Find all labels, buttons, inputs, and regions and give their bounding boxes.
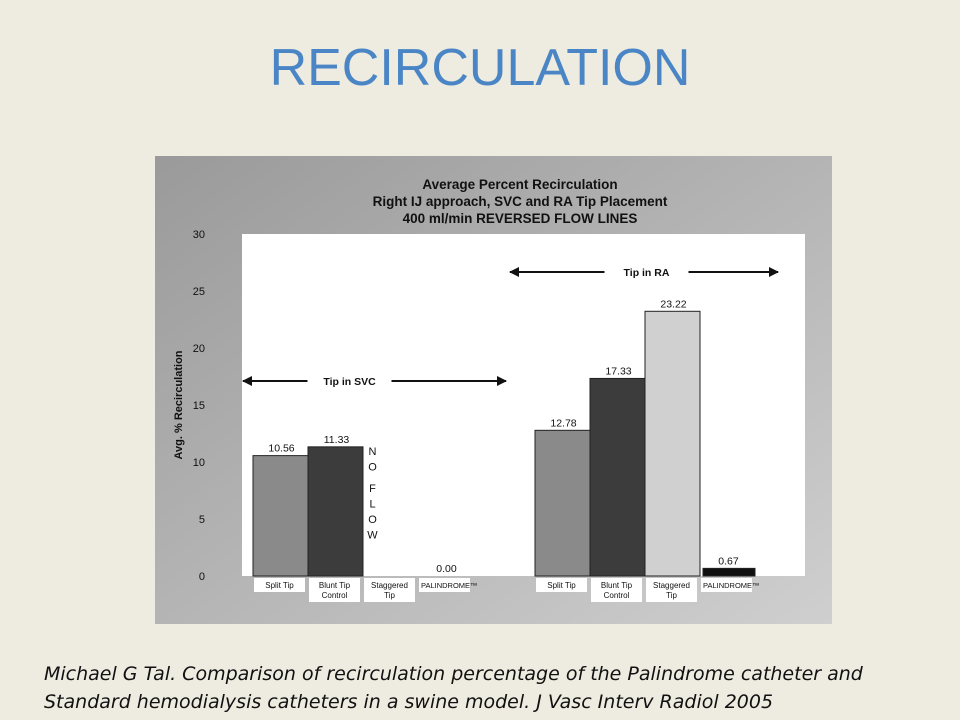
value-label-ra-staggered-tip: 23.22 bbox=[660, 298, 686, 310]
category-box-svc-palindrome bbox=[419, 578, 470, 592]
category-label-svc-blunt-tip-control-line-2: Control bbox=[322, 591, 348, 600]
category-box-svc-staggered-tip bbox=[364, 578, 415, 602]
category-box-ra-split-tip bbox=[536, 578, 587, 592]
bar-ra-staggered-tip bbox=[644, 310, 701, 577]
category-label-ra-blunt-tip-control-line-1: Blunt Tip bbox=[601, 581, 633, 590]
group-label-svc: Tip in SVC bbox=[323, 376, 376, 388]
value-label-svc-split-tip: 10.56 bbox=[268, 443, 294, 455]
recirculation-bar-chart: Average Percent Recirculation Right IJ ap… bbox=[155, 156, 832, 624]
y-tick-label-30: 30 bbox=[193, 229, 205, 241]
value-label-svc-blunt-tip-control: 11.33 bbox=[324, 434, 350, 446]
category-box-ra-blunt-tip-control bbox=[591, 578, 642, 602]
category-label-ra-blunt-tip-control-line-2: Control bbox=[604, 591, 630, 600]
category-label-svc-split-tip: Split Tip bbox=[265, 581, 294, 590]
category-label-ra-staggered-tip-line-2: Tip bbox=[666, 591, 677, 600]
y-tick-label-5: 5 bbox=[199, 514, 205, 526]
category-label-svc-staggered-tip-line-1: Staggered bbox=[371, 581, 408, 590]
y-tick-label-10: 10 bbox=[193, 457, 205, 469]
bar-svc-split-tip bbox=[252, 455, 309, 577]
citation-line-2: Standard hemodialysis catheters in a swi… bbox=[44, 691, 774, 713]
chart-title-line-2: Right IJ approach, SVC and RA Tip Placem… bbox=[373, 194, 668, 209]
slide-title: RECIRCULATION bbox=[269, 39, 691, 97]
bar-ra-split-tip bbox=[534, 429, 591, 577]
bar-ra-blunt-tip-control bbox=[589, 377, 646, 577]
bar-ra-palindrome bbox=[702, 567, 756, 577]
category-label-ra-staggered-tip-line-1: Staggered bbox=[653, 581, 690, 590]
category-label-svc-staggered-tip-line-2: Tip bbox=[384, 591, 395, 600]
chart-title-line-1: Average Percent Recirculation bbox=[422, 177, 617, 192]
category-box-ra-palindrome bbox=[701, 578, 752, 592]
chart-figure: Average Percent Recirculation Right IJ ap… bbox=[155, 156, 832, 624]
y-tick-label-15: 15 bbox=[193, 400, 205, 412]
value-label-svc-palindrome: 0.00 bbox=[436, 563, 457, 575]
category-box-ra-staggered-tip bbox=[646, 578, 697, 602]
category-label-svc-blunt-tip-control-line-1: Blunt Tip bbox=[319, 581, 351, 590]
value-label-ra-split-tip: 12.78 bbox=[550, 417, 576, 429]
category-box-svc-blunt-tip-control bbox=[309, 578, 360, 602]
value-label-ra-blunt-tip-control: 17.33 bbox=[605, 365, 631, 377]
y-axis-label: Avg. % Recirculation bbox=[173, 350, 185, 459]
y-tick-label-0: 0 bbox=[199, 571, 205, 583]
chart-title-line-3: 400 ml/min REVERSED FLOW LINES bbox=[403, 211, 638, 226]
category-label-ra-split-tip: Split Tip bbox=[547, 581, 576, 590]
category-box-svc-split-tip bbox=[254, 578, 305, 592]
citation: Michael G Tal. Comparison of recirculati… bbox=[44, 660, 944, 716]
bar-svc-blunt-tip-control bbox=[307, 446, 364, 577]
category-label-ra-palindrome: PALINDROME™ bbox=[703, 581, 760, 590]
citation-line-1: Michael G Tal. Comparison of recirculati… bbox=[44, 663, 863, 685]
group-label-ra: Tip in RA bbox=[624, 267, 670, 279]
category-label-svc-palindrome: PALINDROME™ bbox=[421, 581, 478, 590]
y-tick-label-25: 25 bbox=[193, 286, 205, 298]
value-label-ra-palindrome: 0.67 bbox=[718, 555, 739, 567]
y-tick-label-20: 20 bbox=[193, 343, 205, 355]
